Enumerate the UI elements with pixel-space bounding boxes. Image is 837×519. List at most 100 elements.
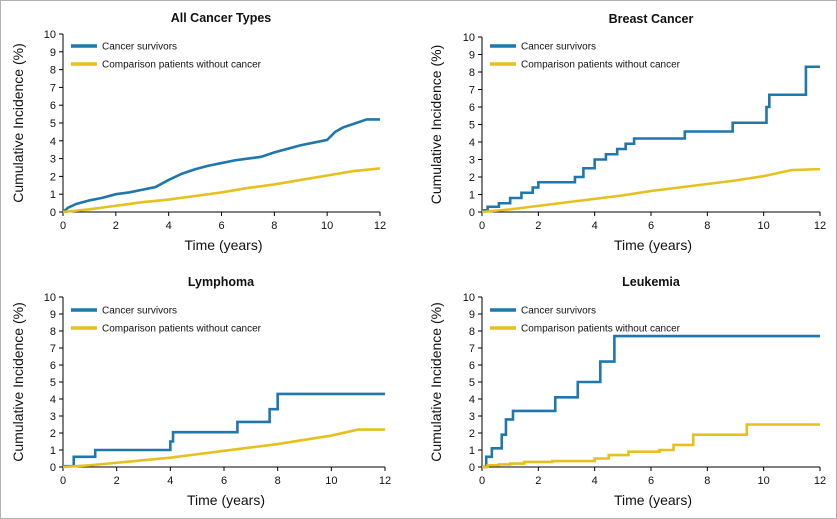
x-tick-label: 8 bbox=[275, 475, 281, 487]
y-tick-label: 6 bbox=[469, 102, 475, 114]
y-tick-label: 5 bbox=[50, 377, 56, 389]
y-tick-label: 1 bbox=[50, 445, 56, 457]
legend-label: Cancer survivors bbox=[521, 306, 596, 317]
series-line-1 bbox=[482, 65, 820, 212]
y-tick-label: 10 bbox=[44, 29, 56, 41]
x-tick-label: 2 bbox=[114, 475, 120, 487]
series-line-2 bbox=[481, 167, 821, 214]
x-tick-label: 0 bbox=[479, 220, 485, 232]
x-tick-label: 10 bbox=[758, 475, 770, 487]
legend-label: Comparison patients without cancer bbox=[102, 324, 262, 335]
legend: Cancer survivors Comparison patients with… bbox=[71, 42, 262, 71]
x-tick-label: 0 bbox=[60, 220, 66, 232]
y-tick-label: 6 bbox=[50, 360, 56, 372]
x-tick-label: 0 bbox=[60, 475, 66, 487]
y-tick-label: 2 bbox=[469, 172, 475, 184]
x-tick-label: 4 bbox=[166, 220, 172, 232]
x-tick-label: 6 bbox=[648, 475, 654, 487]
x-axis-label: Time (years) bbox=[614, 492, 692, 508]
y-tick-label: 9 bbox=[50, 47, 56, 59]
chart-title: Lymphoma bbox=[188, 275, 255, 289]
y-tick-label: 4 bbox=[50, 136, 56, 148]
x-axis-label: Time (years) bbox=[614, 237, 692, 253]
y-axis-label: Cumulative Incidence (%) bbox=[428, 302, 444, 462]
y-tick-label: 5 bbox=[50, 118, 56, 130]
series-line-2 bbox=[62, 167, 381, 214]
chart-title: Leukemia bbox=[622, 275, 681, 289]
x-tick-label: 12 bbox=[379, 475, 391, 487]
legend-label: Cancer survivors bbox=[521, 42, 596, 53]
y-tick-label: 1 bbox=[50, 189, 56, 201]
y-tick-label: 8 bbox=[50, 65, 56, 77]
y-tick-label: 6 bbox=[50, 100, 56, 112]
chart-title: Breast Cancer bbox=[609, 12, 694, 26]
legend-label: Comparison patients without cancer bbox=[521, 324, 681, 335]
series-line-1 bbox=[63, 392, 385, 468]
y-tick-label: 5 bbox=[469, 377, 475, 389]
x-tick-label: 12 bbox=[814, 475, 826, 487]
y-tick-label: 8 bbox=[469, 326, 475, 338]
series-line-1 bbox=[482, 334, 820, 469]
y-tick-label: 8 bbox=[469, 67, 475, 79]
y-tick-label: 0 bbox=[469, 207, 475, 219]
chart-title: All Cancer Types bbox=[171, 11, 272, 25]
x-tick-label: 6 bbox=[648, 220, 654, 232]
x-tick-label: 4 bbox=[592, 220, 598, 232]
x-tick-label: 4 bbox=[592, 475, 598, 487]
x-tick-label: 0 bbox=[479, 475, 485, 487]
x-tick-label: 2 bbox=[535, 475, 541, 487]
y-tick-label: 0 bbox=[50, 207, 56, 219]
x-axis-label: Time (years) bbox=[187, 492, 265, 508]
legend-label: Comparison patients without cancer bbox=[102, 60, 262, 71]
y-tick-label: 3 bbox=[469, 411, 475, 423]
x-tick-label: 8 bbox=[271, 220, 277, 232]
x-axis-label: Time (years) bbox=[184, 237, 262, 253]
series-line-1 bbox=[62, 118, 380, 213]
x-tick-label: 10 bbox=[321, 220, 333, 232]
y-tick-label: 0 bbox=[469, 462, 475, 474]
series-line-2 bbox=[62, 428, 385, 469]
x-tick-label: 10 bbox=[325, 475, 337, 487]
y-tick-label: 1 bbox=[469, 190, 475, 202]
y-tick-label: 7 bbox=[50, 343, 56, 355]
legend: Cancer survivors Comparison patients with… bbox=[490, 42, 681, 71]
legend-label: Cancer survivors bbox=[102, 42, 177, 53]
x-tick-label: 6 bbox=[218, 220, 224, 232]
y-tick-label: 3 bbox=[50, 411, 56, 423]
y-tick-label: 10 bbox=[463, 32, 475, 44]
y-tick-label: 4 bbox=[469, 394, 475, 406]
x-tick-label: 4 bbox=[167, 475, 173, 487]
x-tick-label: 6 bbox=[221, 475, 227, 487]
y-axis-label: Cumulative Incidence (%) bbox=[10, 302, 26, 462]
y-tick-label: 0 bbox=[50, 462, 56, 474]
series-line-2 bbox=[482, 423, 820, 469]
y-tick-label: 7 bbox=[469, 85, 475, 97]
x-tick-label: 2 bbox=[535, 220, 541, 232]
x-tick-label: 8 bbox=[704, 475, 710, 487]
x-tick-label: 2 bbox=[113, 220, 119, 232]
y-tick-label: 10 bbox=[463, 292, 475, 304]
y-axis-label: Cumulative Incidence (%) bbox=[10, 43, 26, 203]
y-tick-label: 4 bbox=[50, 394, 56, 406]
y-tick-label: 9 bbox=[469, 309, 475, 321]
y-tick-label: 10 bbox=[44, 292, 56, 304]
y-tick-label: 2 bbox=[50, 428, 56, 440]
y-tick-label: 1 bbox=[469, 445, 475, 457]
y-axis-label: Cumulative Incidence (%) bbox=[428, 45, 444, 205]
y-tick-label: 7 bbox=[469, 343, 475, 355]
legend-label: Cancer survivors bbox=[102, 306, 177, 317]
x-tick-label: 12 bbox=[374, 220, 386, 232]
y-tick-label: 3 bbox=[50, 154, 56, 166]
y-tick-label: 6 bbox=[469, 360, 475, 372]
legend: Cancer survivors Comparison patients with… bbox=[490, 306, 681, 335]
x-tick-label: 8 bbox=[704, 220, 710, 232]
x-tick-label: 12 bbox=[814, 220, 826, 232]
x-tick-label: 10 bbox=[758, 220, 770, 232]
y-tick-label: 7 bbox=[50, 82, 56, 94]
legend-label: Comparison patients without cancer bbox=[521, 60, 681, 71]
legend: Cancer survivors Comparison patients with… bbox=[71, 306, 262, 335]
y-tick-label: 2 bbox=[469, 428, 475, 440]
